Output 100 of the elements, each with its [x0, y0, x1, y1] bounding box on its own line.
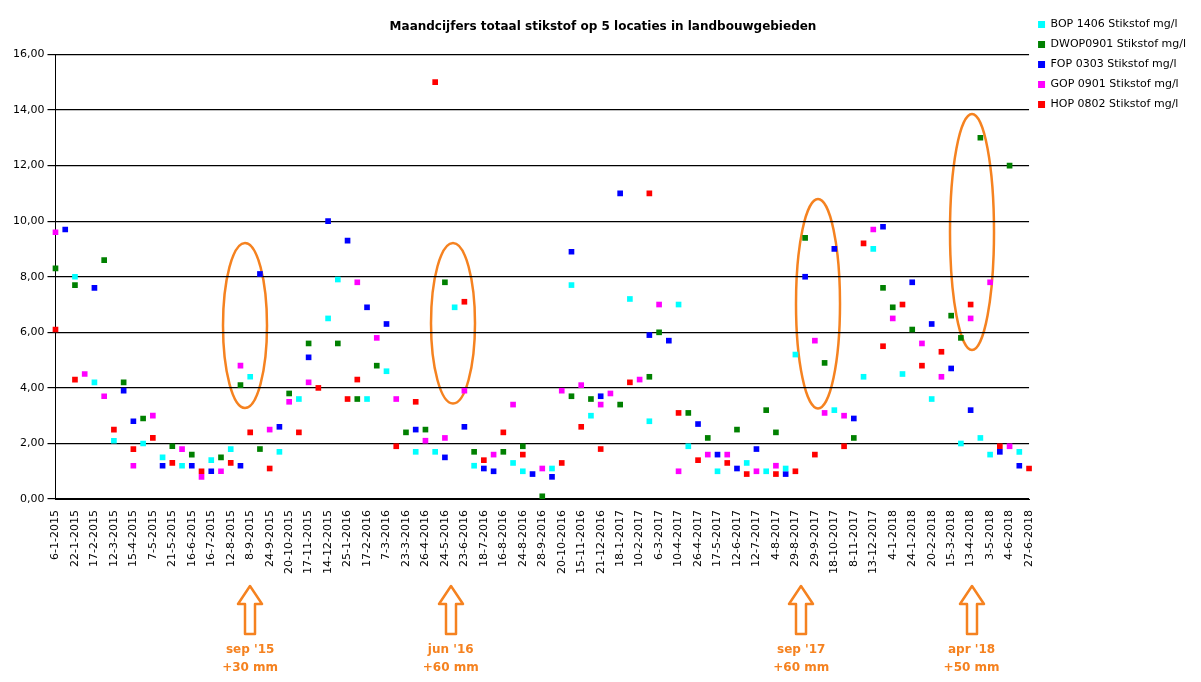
x-tick-label: 29-8-2017 [788, 510, 802, 568]
point [938, 348, 945, 355]
point [286, 398, 292, 405]
point [782, 471, 789, 477]
y-tick-label: 0,00 [19, 491, 45, 505]
point [704, 435, 711, 441]
point [578, 423, 585, 430]
point [510, 401, 516, 408]
point [792, 468, 799, 475]
point [198, 474, 205, 480]
y-tick-label: 8,00 [19, 269, 45, 283]
point [354, 376, 361, 383]
point [247, 429, 254, 436]
point [743, 460, 750, 466]
y-tick-label: 14,00 [12, 102, 45, 116]
point [948, 365, 954, 372]
x-tick-label: 8-9-2015 [243, 510, 257, 561]
x-tick-label: 12-8-2015 [223, 510, 237, 568]
point [354, 396, 361, 402]
point [578, 382, 585, 388]
point [403, 429, 409, 436]
point [227, 460, 234, 466]
point [685, 410, 692, 416]
point [111, 426, 117, 433]
y-tick-label: 16,00 [12, 47, 45, 61]
point [958, 440, 964, 447]
point [558, 460, 565, 466]
point [412, 449, 419, 455]
point [373, 362, 380, 369]
point [208, 457, 215, 463]
point [266, 465, 273, 472]
x-tick-label: 29-9-2017 [807, 510, 821, 568]
x-tick-label: 14-12-2015 [320, 510, 334, 575]
point [753, 446, 760, 452]
point [704, 451, 711, 458]
point [1006, 443, 1013, 450]
point [646, 373, 653, 380]
point [831, 407, 838, 413]
point [91, 285, 98, 291]
point [276, 423, 283, 430]
x-tick-label: 24-9-2015 [262, 510, 276, 568]
point [909, 326, 916, 333]
point [948, 312, 954, 319]
point [208, 468, 215, 475]
point [150, 435, 156, 441]
x-tick-label: 18-1-2017 [613, 510, 627, 568]
point [675, 468, 682, 475]
x-tick-label: 12-3-2015 [106, 510, 120, 568]
y-tick-label: 4,00 [19, 380, 45, 394]
point [442, 454, 448, 461]
legend-label: DWOP0901 Stikstof mg/l [1050, 37, 1187, 51]
point [977, 435, 984, 441]
x-tick-label: 13-12-2017 [866, 510, 880, 575]
point [150, 412, 156, 419]
x-tick-label: 12-6-2017 [729, 510, 743, 568]
x-tick-label: 4-6-2018 [1002, 510, 1016, 561]
x-tick-label: 12-7-2017 [749, 510, 763, 568]
point [412, 398, 419, 405]
point [373, 335, 380, 341]
point [364, 396, 370, 402]
point [831, 246, 838, 252]
point [169, 460, 176, 466]
point [461, 298, 468, 305]
point [237, 382, 244, 388]
legend-label: HOP 0802 Stikstof mg/l [1050, 97, 1179, 111]
point [257, 446, 263, 452]
x-tick-label: 24-8-2016 [515, 510, 529, 568]
x-tick-label: 6-1-2015 [48, 510, 62, 561]
point [461, 387, 468, 394]
x-tick-label: 20-10-2016 [554, 510, 568, 575]
point [227, 446, 234, 452]
point [218, 468, 224, 475]
point [880, 343, 886, 350]
x-tick-label: 6-3-2017 [651, 510, 665, 561]
point [695, 457, 701, 463]
x-tick-label: 24-1-2018 [905, 510, 919, 568]
point [72, 282, 78, 288]
point [773, 462, 779, 469]
point [519, 443, 526, 450]
point [315, 385, 322, 391]
point [617, 401, 623, 408]
point [987, 451, 993, 458]
point [860, 373, 867, 380]
point [1016, 449, 1023, 455]
x-tick-label: 17-2-2015 [87, 510, 101, 568]
point [967, 407, 974, 413]
point [821, 360, 828, 366]
point [111, 437, 117, 444]
x-tick-label: 15-3-2018 [944, 510, 958, 568]
x-tick-label: 15-11-2016 [574, 510, 588, 575]
y-tick-label: 2,00 [19, 436, 45, 450]
point [597, 393, 604, 400]
point [773, 471, 779, 477]
point [870, 226, 877, 233]
x-tick-label: 26-4-2016 [418, 510, 432, 568]
point [919, 362, 925, 369]
text: sep '15 +30 mm [222, 641, 279, 676]
x-tick-label: 16-7-2015 [204, 510, 218, 568]
point [588, 396, 594, 402]
point [685, 443, 692, 450]
